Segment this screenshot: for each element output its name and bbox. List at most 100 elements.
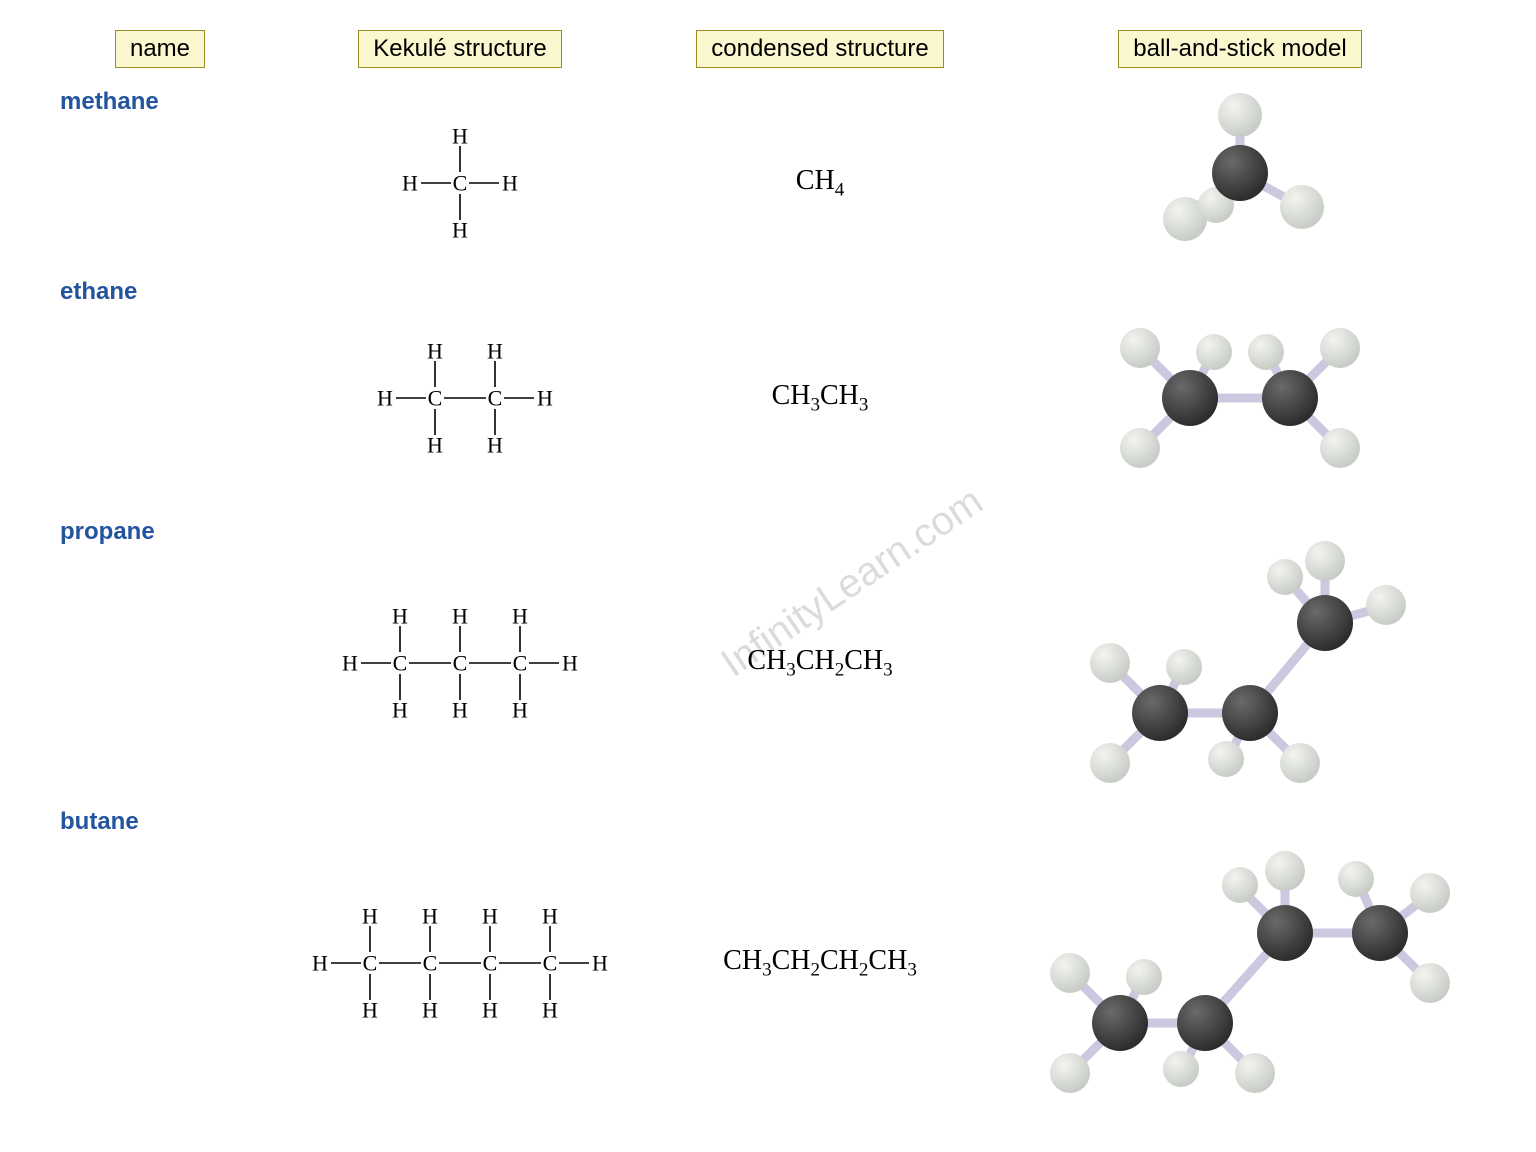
atom-label: H <box>482 998 498 1023</box>
molecule-name: butane <box>60 808 260 1118</box>
carbon-ball <box>1222 685 1278 741</box>
ball-and-stick-model <box>1030 823 1450 1103</box>
atom-label: H <box>452 698 468 723</box>
hydrogen-ball <box>1320 328 1360 368</box>
atom-label: H <box>427 339 443 364</box>
subscript: 3 <box>762 959 772 980</box>
atom-label: H <box>427 433 443 458</box>
atom-label: H <box>512 698 528 723</box>
condensed-formula: CH3CH2CH3 <box>747 645 892 682</box>
atom-label: H <box>342 651 358 676</box>
kekule-structure: CCCCHHHHHHHHHH <box>290 873 630 1053</box>
atom-label: C <box>483 951 498 976</box>
hydrogen-ball <box>1166 649 1202 685</box>
subscript: 2 <box>859 959 869 980</box>
molecule-name: methane <box>60 88 260 278</box>
atom-label: C <box>513 651 528 676</box>
ball-and-stick-model <box>1130 93 1350 273</box>
hydrogen-ball <box>1320 428 1360 468</box>
subscript: 2 <box>835 659 845 680</box>
hydrogen-ball <box>1280 185 1324 229</box>
hydrogen-ball <box>1265 851 1305 891</box>
carbon-ball <box>1092 995 1148 1051</box>
atom-label: H <box>482 904 498 929</box>
atom-label: C <box>393 651 408 676</box>
atom-label: H <box>592 951 608 976</box>
kekule-structure: CCCHHHHHHHH <box>310 573 610 753</box>
model-cell <box>1020 88 1460 278</box>
subscript: 2 <box>810 959 820 980</box>
header-label: name <box>115 30 205 68</box>
subscript: 3 <box>883 659 893 680</box>
hydrogen-ball <box>1366 585 1406 625</box>
carbon-ball <box>1262 370 1318 426</box>
subscript: 3 <box>810 394 820 415</box>
carbon-ball <box>1257 905 1313 961</box>
hydrogen-ball <box>1163 1051 1199 1087</box>
atom-label: H <box>512 604 528 629</box>
hydrogen-ball <box>1050 953 1090 993</box>
condensed-cell: CH3CH3 <box>660 278 980 518</box>
atom-label: H <box>402 171 418 196</box>
subscript: 3 <box>907 959 917 980</box>
kekule-cell: CCCCHHHHHHHHHH <box>300 808 620 1118</box>
atom-label: H <box>487 339 503 364</box>
subscript: 3 <box>786 659 796 680</box>
condensed-cell: CH4 <box>660 88 980 278</box>
kekule-structure: CCHHHHHH <box>340 308 580 488</box>
kekule-cell: CCHHHHHH <box>300 278 620 518</box>
header-label: ball-and-stick model <box>1118 30 1361 68</box>
hydrogen-ball <box>1248 334 1284 370</box>
carbon-ball <box>1132 685 1188 741</box>
subscript: 3 <box>859 394 869 415</box>
hydrogen-ball <box>1280 743 1320 783</box>
atom-label: H <box>392 604 408 629</box>
kekule-cell: CCCHHHHHHHH <box>300 518 620 808</box>
hydrogen-ball <box>1120 428 1160 468</box>
atom-label: H <box>502 171 518 196</box>
atom-label: C <box>363 951 378 976</box>
condensed-cell: CH3CH2CH3 <box>660 518 980 808</box>
column-header-model: ball-and-stick model <box>1020 30 1460 88</box>
atom-label: H <box>422 998 438 1023</box>
column-header-kekule: Kekulé structure <box>300 30 620 88</box>
atom-label: H <box>362 904 378 929</box>
ball-and-stick-model <box>1060 533 1420 793</box>
atom-label: H <box>487 433 503 458</box>
carbon-ball <box>1212 145 1268 201</box>
atom-label: C <box>488 386 503 411</box>
atom-label: H <box>392 698 408 723</box>
hydrogen-ball <box>1196 334 1232 370</box>
atom-label: H <box>422 904 438 929</box>
hydrogen-ball <box>1050 1053 1090 1093</box>
carbon-ball <box>1297 595 1353 651</box>
hydrogen-ball <box>1126 959 1162 995</box>
atom-label: H <box>452 604 468 629</box>
model-cell <box>1020 518 1460 808</box>
hydrogen-ball <box>1208 741 1244 777</box>
hydrogen-ball <box>1090 643 1130 683</box>
hydrogen-ball <box>1090 743 1130 783</box>
hydrogen-ball <box>1410 873 1450 913</box>
hydrogen-ball <box>1410 963 1450 1003</box>
hydrogen-ball <box>1267 559 1303 595</box>
carbon-ball <box>1177 995 1233 1051</box>
column-header-condensed: condensed structure <box>660 30 980 88</box>
atom-label: H <box>452 218 468 243</box>
atom-label: C <box>428 386 443 411</box>
carbon-ball <box>1352 905 1408 961</box>
carbon-ball <box>1162 370 1218 426</box>
model-cell <box>1020 808 1460 1118</box>
hydrogen-ball <box>1222 867 1258 903</box>
condensed-formula: CH3CH2CH2CH3 <box>723 945 917 982</box>
atom-label: H <box>562 651 578 676</box>
condensed-formula: CH4 <box>796 165 844 202</box>
atom-label: C <box>543 951 558 976</box>
header-label: condensed structure <box>696 30 943 68</box>
ball-and-stick-model <box>1090 298 1390 498</box>
atom-label: H <box>537 386 553 411</box>
molecule-name: ethane <box>60 278 260 518</box>
atom-label: H <box>452 124 468 149</box>
column-header-name: name <box>60 30 260 88</box>
header-label: Kekulé structure <box>358 30 561 68</box>
